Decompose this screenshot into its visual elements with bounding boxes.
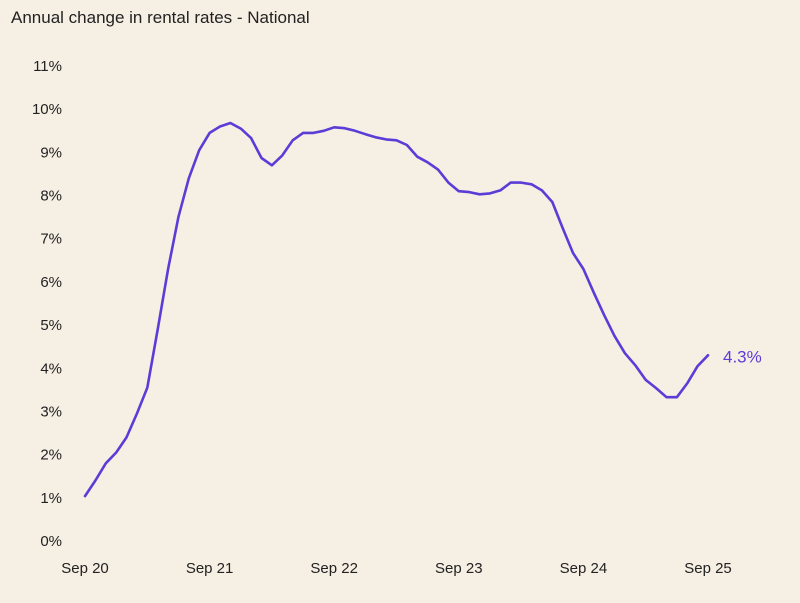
y-tick-label: 10%	[32, 101, 62, 118]
x-tick-label: Sep 20	[61, 560, 109, 577]
y-axis: 0% 1% 2% 3% 4% 5% 6% 7% 8% 9% 10% 11%	[32, 58, 62, 550]
y-tick-label: 7%	[40, 231, 62, 248]
x-axis: Sep 20 Sep 21 Sep 22 Sep 23 Sep 24 Sep 25	[61, 560, 732, 577]
y-tick-label: 1%	[40, 490, 62, 507]
y-tick-label: 6%	[40, 274, 62, 291]
x-tick-label: Sep 25	[684, 560, 732, 577]
y-tick-label: 8%	[40, 188, 62, 205]
y-tick-label: 4%	[40, 360, 62, 377]
x-tick-label: Sep 21	[186, 560, 234, 577]
y-tick-label: 5%	[40, 317, 62, 334]
x-tick-label: Sep 24	[560, 560, 608, 577]
y-tick-label: 11%	[33, 58, 62, 75]
x-tick-label: Sep 22	[310, 560, 358, 577]
plot-area: 4.3%	[83, 121, 762, 498]
y-tick-label: 0%	[40, 533, 62, 550]
y-tick-label: 2%	[40, 447, 62, 464]
y-tick-label: 9%	[40, 144, 62, 161]
end-value-label: 4.3%	[723, 347, 762, 366]
x-tick-label: Sep 23	[435, 560, 483, 577]
series-line-national	[83, 121, 710, 498]
chart-title: Annual change in rental rates - National	[11, 8, 310, 27]
y-tick-label: 3%	[40, 403, 62, 420]
